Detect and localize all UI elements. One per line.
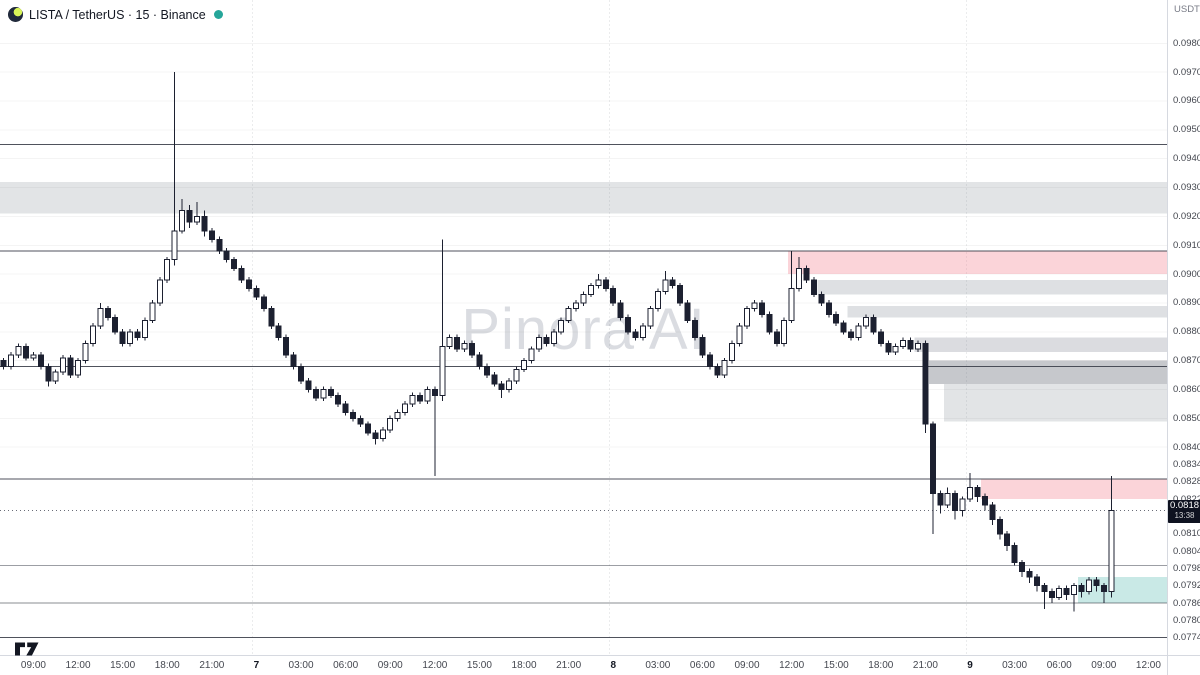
time-axis-label: 06:00 bbox=[333, 660, 359, 671]
price-axis-label: 0.0850 bbox=[1173, 412, 1200, 424]
price-axis-label: 0.0822 bbox=[1173, 494, 1200, 505]
time-axis-label: 15:00 bbox=[110, 660, 136, 671]
candlestick-svg bbox=[0, 0, 1167, 655]
time-axis-label: 03:00 bbox=[288, 660, 314, 671]
price-axis-label: 0.0960 bbox=[1173, 95, 1200, 107]
price-axis-label: 0.0870 bbox=[1173, 355, 1200, 367]
time-axis-label: 7 bbox=[253, 660, 260, 671]
market-status-icon[interactable] bbox=[213, 10, 223, 19]
price-axis-label: 0.0920 bbox=[1173, 210, 1200, 222]
symbol-title: LISTA / TetherUS · 15 · Binance bbox=[29, 7, 206, 22]
time-axis-label: 03:00 bbox=[645, 660, 671, 671]
price-axis-label: 0.0774 bbox=[1173, 632, 1200, 644]
bar-countdown: 13:38 bbox=[1174, 510, 1195, 520]
price-axis-label: 0.0786 bbox=[1173, 597, 1200, 609]
time-axis-label: 09:00 bbox=[377, 660, 403, 671]
time-axis-label: 21:00 bbox=[912, 660, 938, 671]
time-axis-label: 21:00 bbox=[556, 660, 582, 671]
symbol-legend[interactable]: LISTA / TetherUS · 15 · Binance bbox=[8, 7, 223, 22]
quote-currency-label: USDT bbox=[1174, 4, 1200, 15]
time-axis-label: 18:00 bbox=[868, 660, 894, 671]
time-axis-label: 18:00 bbox=[154, 660, 180, 671]
time-axis-label: 12:00 bbox=[779, 660, 805, 671]
time-axis-label: 9 bbox=[967, 660, 973, 671]
price-axis-label: 0.0970 bbox=[1173, 66, 1200, 78]
price-axis-label: 0.0880 bbox=[1173, 326, 1200, 338]
time-axis-label: 06:00 bbox=[689, 660, 715, 671]
current-price-label: 0.0818 13:38 bbox=[1168, 499, 1200, 523]
chart-canvas[interactable]: Pinora AI bbox=[0, 0, 1167, 655]
price-axis-label: 0.0804 bbox=[1173, 545, 1200, 557]
time-axis[interactable]: 09:00 12:00 15:00 18:00 21:00 7 03:00 06:00 09:0… bbox=[0, 655, 1167, 675]
axis-corner bbox=[1167, 655, 1200, 675]
time-axis-label: 12:00 bbox=[422, 660, 448, 671]
tradingview-logo-icon[interactable] bbox=[14, 641, 44, 657]
time-axis-label: 15:00 bbox=[466, 660, 492, 671]
price-axis-label: 0.0910 bbox=[1173, 239, 1200, 251]
time-axis-label: 09:00 bbox=[734, 660, 760, 671]
time-axis-label: 18:00 bbox=[511, 660, 537, 671]
price-axis-label: 0.0792 bbox=[1173, 580, 1200, 592]
price-axis-label: 0.0840 bbox=[1173, 441, 1200, 453]
price-axis-label: 0.0780 bbox=[1173, 614, 1200, 626]
time-axis-label: 09:00 bbox=[20, 660, 46, 671]
price-axis-label: 0.0834 bbox=[1173, 459, 1200, 471]
time-axis-label: 12:00 bbox=[1135, 660, 1161, 671]
current-price-value: 0.0818 bbox=[1169, 499, 1200, 511]
price-axis-label: 0.0940 bbox=[1173, 153, 1200, 165]
time-axis-label: 15:00 bbox=[823, 660, 849, 671]
price-axis-label: 0.0810 bbox=[1173, 528, 1200, 540]
time-axis-label: 21:00 bbox=[199, 660, 225, 671]
price-axis-label: 0.0980 bbox=[1173, 37, 1200, 49]
time-axis-label: 09:00 bbox=[1091, 660, 1117, 671]
symbol-logo-icon bbox=[8, 7, 23, 22]
price-axis-label: 0.0890 bbox=[1173, 297, 1200, 309]
price-axis-label: 0.0900 bbox=[1173, 268, 1200, 280]
price-axis-label: 0.0860 bbox=[1173, 384, 1200, 396]
price-axis-label: 0.0930 bbox=[1173, 182, 1200, 194]
time-axis-label: 03:00 bbox=[1002, 660, 1028, 671]
price-axis[interactable]: USDT 0.0818 13:38 0.0980 0.0970 0.0960 0.09… bbox=[1167, 0, 1200, 655]
time-axis-label: 06:00 bbox=[1046, 660, 1072, 671]
time-axis-label: 12:00 bbox=[65, 660, 91, 671]
time-axis-label: 8 bbox=[610, 660, 616, 671]
price-axis-label: 0.0828 bbox=[1173, 476, 1200, 488]
price-axis-label: 0.0798 bbox=[1173, 562, 1200, 574]
price-axis-label: 0.0950 bbox=[1173, 124, 1200, 136]
